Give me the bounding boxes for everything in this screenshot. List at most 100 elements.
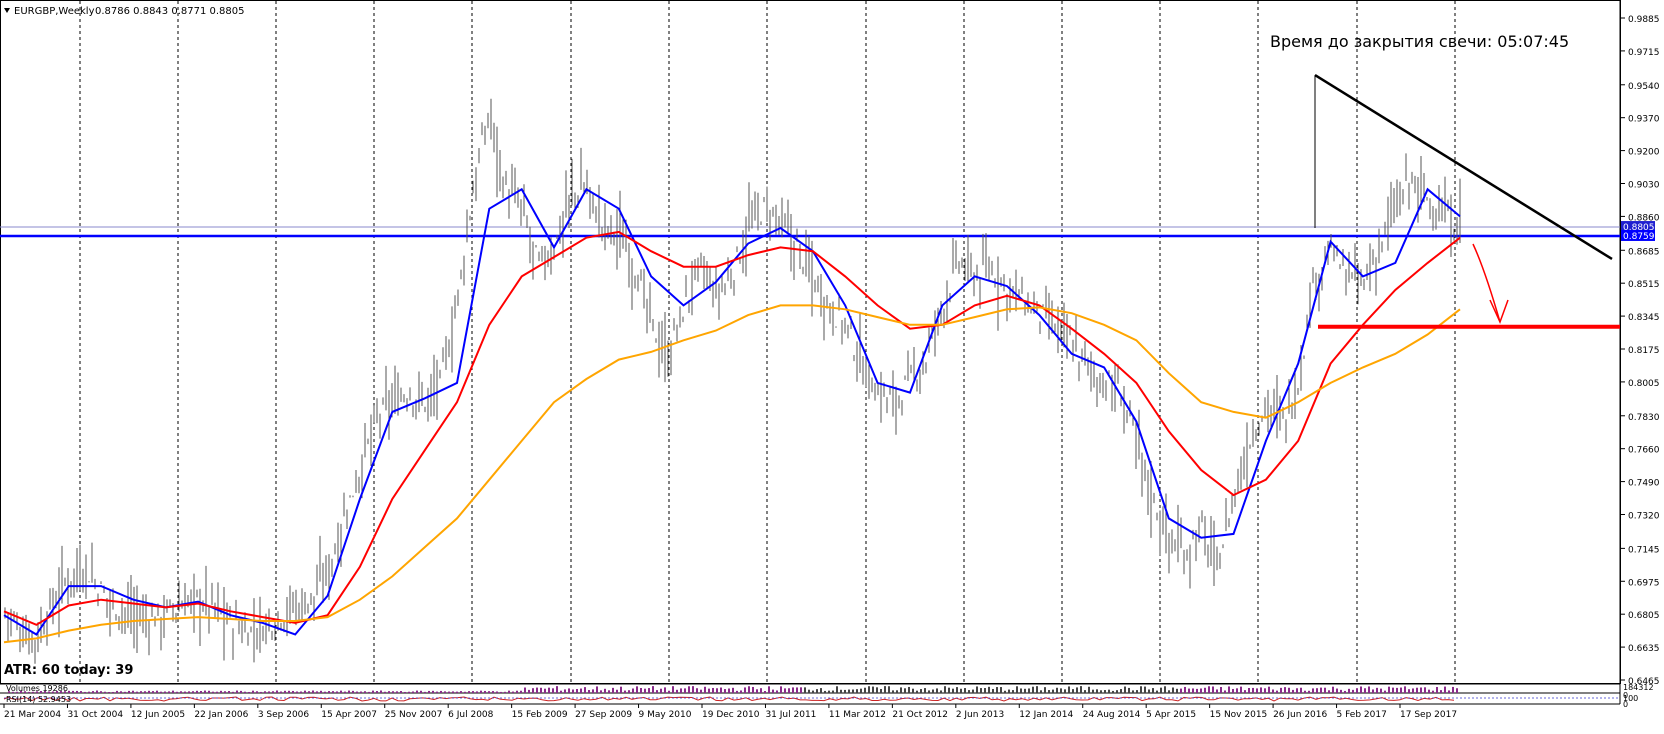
volume-bar — [392, 691, 394, 693]
volume-bar — [620, 686, 622, 693]
volume-bar — [680, 688, 682, 693]
volume-bar — [1136, 690, 1138, 693]
price-tick-label: 0.8005 — [1628, 379, 1660, 389]
volume-bar — [1312, 688, 1314, 693]
volume-bar — [792, 687, 794, 693]
symbol-title: EURGBP,Weekly — [14, 6, 95, 17]
time-tick-label: 21 Mar 2004 — [4, 710, 61, 720]
volume-bar — [1180, 688, 1182, 693]
volume-bar — [1404, 686, 1406, 693]
volume-bar — [132, 690, 134, 693]
volume-bar — [776, 690, 778, 693]
volume-bar — [896, 690, 898, 693]
volume-bar — [360, 691, 362, 693]
volume-bar — [344, 691, 346, 693]
candle-timer: Время до закрытия свечи: 05:07:45 — [1270, 32, 1569, 51]
volume-bar — [296, 691, 298, 693]
price-tick-label: 0.7490 — [1628, 479, 1660, 489]
volume-bar — [1380, 688, 1382, 693]
volume-bar — [908, 686, 910, 693]
volume-bar — [104, 691, 106, 693]
volumes-pane — [8, 686, 1458, 693]
volume-bar — [140, 691, 142, 693]
price-tick-label: 0.6465 — [1628, 677, 1660, 687]
volume-bar — [1316, 688, 1318, 693]
volume-bar — [328, 691, 330, 693]
volume-bar — [1428, 689, 1430, 693]
time-tick-label: 31 Oct 2004 — [67, 710, 123, 720]
volume-bar — [560, 690, 562, 693]
volume-bar — [824, 690, 826, 693]
volume-bar — [312, 690, 314, 693]
volume-bar — [1156, 690, 1158, 693]
volume-bar — [380, 690, 382, 693]
volume-bar — [1264, 688, 1266, 693]
volume-bar — [600, 690, 602, 693]
volume-bar — [856, 689, 858, 693]
time-tick-label: 21 Oct 2012 — [892, 710, 948, 720]
volume-bar — [484, 690, 486, 693]
volume-bar — [316, 691, 318, 693]
volume-bar — [136, 691, 138, 693]
volume-bar — [288, 690, 290, 693]
volume-bar — [580, 688, 582, 693]
volume-bar — [1208, 686, 1210, 693]
volume-bar — [1196, 688, 1198, 693]
volume-bar — [264, 691, 266, 693]
volume-bar — [988, 686, 990, 693]
volume-bar — [180, 691, 182, 693]
volume-bar — [272, 691, 274, 693]
volume-bar — [1288, 687, 1290, 693]
volume-bar — [408, 691, 410, 693]
volume-bar — [804, 687, 806, 693]
volume-bar — [1228, 686, 1230, 693]
volume-bar — [772, 689, 774, 693]
volume-bar — [1004, 690, 1006, 693]
volume-bar — [1036, 686, 1038, 693]
volume-bar — [1176, 688, 1178, 693]
collapse-icon[interactable] — [4, 8, 10, 13]
time-tick-label: 17 Sep 2017 — [1400, 710, 1457, 720]
volume-bar — [952, 688, 954, 693]
volume-bar — [128, 690, 130, 693]
drawn-objects[interactable] — [1314, 74, 1620, 329]
ma-line-ma-slow — [3, 304, 1461, 644]
volume-bar — [940, 690, 942, 693]
time-tick-label: 5 Feb 2017 — [1337, 710, 1387, 720]
volume-bar — [156, 690, 158, 693]
volume-bar — [1128, 687, 1130, 693]
price-tick-label: 0.7660 — [1628, 446, 1660, 456]
volume-bar — [1188, 688, 1190, 693]
volume-bar — [1244, 690, 1246, 693]
volume-bar — [1144, 686, 1146, 693]
volume-bar — [352, 690, 354, 693]
volume-bar — [1028, 688, 1030, 693]
volume-bar — [920, 689, 922, 693]
volume-bar — [1324, 687, 1326, 693]
volume-bar — [348, 690, 350, 693]
volume-bar — [1260, 687, 1262, 693]
volume-bar — [24, 691, 26, 693]
volume-bar — [252, 690, 254, 693]
price-tick-label: 0.9370 — [1628, 115, 1660, 125]
volume-bar — [144, 691, 146, 693]
volume-bar — [1268, 686, 1270, 693]
volume-bar — [60, 691, 62, 693]
volume-bar — [84, 691, 86, 693]
volume-bar — [468, 691, 470, 693]
volume-bar — [1364, 688, 1366, 693]
volume-bar — [292, 690, 294, 693]
volume-bar — [464, 691, 466, 693]
volume-bar — [300, 691, 302, 693]
volume-bar — [436, 691, 438, 693]
volume-bar — [1280, 687, 1282, 693]
volume-bar — [256, 691, 258, 693]
volume-bar — [204, 690, 206, 693]
volume-bar — [1060, 688, 1062, 693]
volume-bar — [72, 690, 74, 693]
volume-bar — [1224, 690, 1226, 693]
volume-bar — [200, 691, 202, 693]
